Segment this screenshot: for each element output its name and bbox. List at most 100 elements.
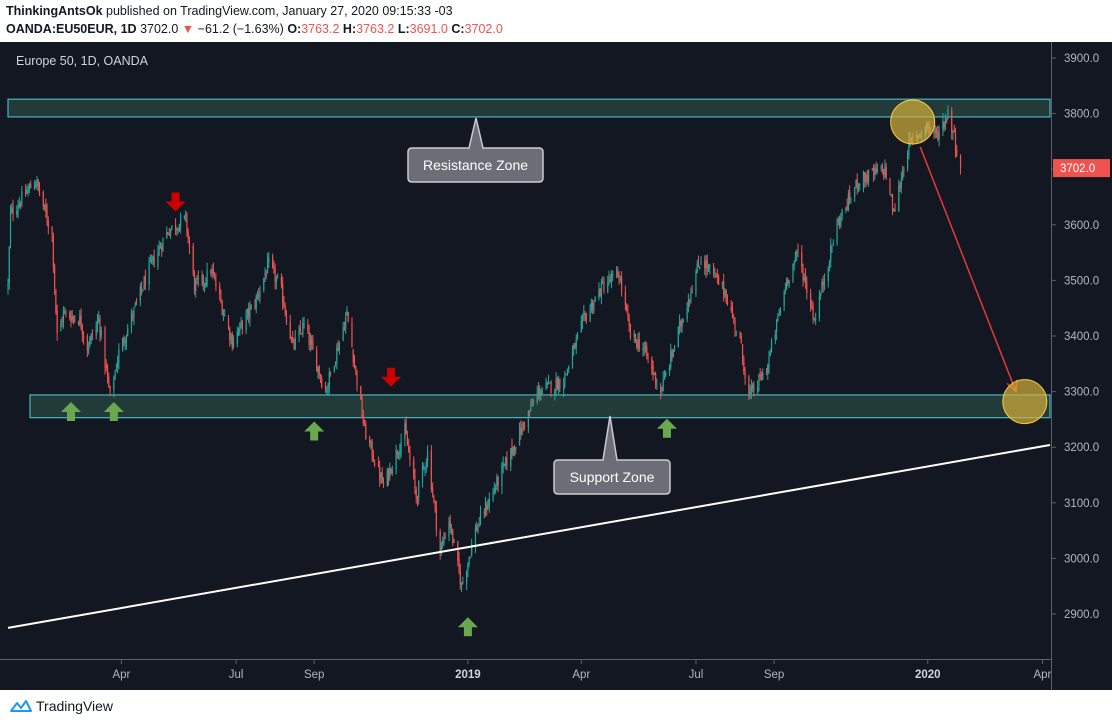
candle-body [953, 131, 955, 133]
candle [714, 267, 716, 279]
candle [954, 127, 957, 158]
candle-body [318, 365, 320, 376]
trend-line[interactable] [7, 443, 1051, 629]
candle [346, 306, 348, 316]
candle [185, 210, 187, 222]
author-name[interactable]: ThinkingAntsOk [6, 4, 103, 18]
candle [492, 487, 494, 502]
candle [42, 190, 44, 211]
support-callout[interactable]: Support Zone [553, 415, 671, 495]
candle-body [195, 280, 197, 292]
candle [889, 177, 891, 195]
up-arrow-icon[interactable] [60, 402, 81, 422]
candle-body [493, 489, 495, 491]
candle-body [608, 277, 610, 283]
candle [381, 467, 383, 484]
candle [483, 508, 485, 519]
candle-body [26, 191, 28, 194]
candle-body [9, 210, 12, 246]
candle [33, 180, 36, 190]
candle [880, 164, 882, 172]
candle [502, 456, 504, 474]
up-arrow-icon[interactable] [457, 617, 478, 637]
candle [115, 363, 117, 372]
candle [309, 333, 311, 352]
candle-body [185, 213, 187, 215]
candle-body [248, 308, 250, 317]
candle-body [884, 165, 886, 176]
candle [775, 318, 778, 341]
candle-body [374, 462, 376, 465]
candle [439, 528, 441, 560]
candle [361, 394, 363, 419]
candle [135, 298, 138, 306]
candle [161, 242, 163, 257]
candle [114, 369, 116, 381]
candle [144, 269, 146, 291]
candle [589, 303, 591, 323]
candle-body [532, 400, 535, 404]
candle-body [432, 487, 434, 495]
candle-body [98, 317, 100, 322]
resistance-zone[interactable] [7, 98, 1051, 118]
candle-body [592, 302, 594, 310]
up-arrow-icon[interactable] [304, 421, 325, 441]
candle [540, 388, 542, 401]
candle-body [944, 118, 947, 126]
candle-body [255, 296, 257, 309]
candle [424, 466, 426, 477]
candle [938, 126, 940, 147]
highlight-circle-1[interactable] [890, 99, 936, 145]
candle-body [712, 265, 715, 274]
candle [95, 321, 97, 340]
candle [65, 309, 67, 318]
candle-body [663, 375, 666, 380]
candle [559, 378, 561, 393]
candle-body [687, 300, 689, 310]
candle-body [695, 273, 697, 295]
up-arrow-icon[interactable] [103, 402, 124, 422]
candle [812, 301, 814, 324]
candle [466, 569, 468, 591]
candle-body [478, 524, 480, 526]
candle-body [334, 361, 337, 365]
candle-body [27, 189, 29, 194]
highlight-circle-2[interactable] [1002, 379, 1048, 425]
down-arrow-icon[interactable] [165, 192, 186, 212]
price-chart[interactable]: Europe 50, 1D, OANDA Resistance Zone Supp… [0, 42, 1112, 690]
tradingview-brand[interactable]: TradingView [10, 698, 113, 714]
candle [899, 181, 901, 193]
zones-layer [7, 98, 1051, 419]
candle [399, 443, 401, 461]
candle-body [609, 279, 611, 282]
candle [203, 282, 206, 293]
candle-body [564, 374, 566, 385]
candle-body [309, 340, 311, 345]
projection-arrow-line[interactable] [919, 146, 1017, 392]
chart-area[interactable]: Europe 50, 1D, OANDA Resistance Zone Supp… [0, 42, 1112, 690]
candle [513, 445, 516, 457]
down-arrow-icon[interactable] [381, 367, 402, 387]
resistance-callout[interactable]: Resistance Zone [407, 117, 544, 183]
candle-body [718, 276, 720, 285]
candle [942, 112, 944, 136]
candle-body [285, 313, 288, 323]
candle-body [351, 322, 353, 348]
candle-body [885, 167, 887, 179]
candle-body [769, 351, 771, 356]
candle-body [811, 306, 813, 309]
candle [723, 273, 725, 302]
up-arrow-icon[interactable] [656, 418, 677, 438]
candle [265, 269, 267, 280]
candle-body [602, 282, 604, 284]
candle-body [91, 334, 94, 336]
candle-body [259, 290, 261, 298]
candle [377, 456, 380, 468]
candle [874, 164, 876, 180]
candle-body [64, 311, 66, 313]
candle-body [426, 451, 429, 463]
candle [584, 310, 586, 322]
candle [64, 307, 66, 315]
candle-body [618, 276, 620, 281]
candle [592, 299, 594, 315]
